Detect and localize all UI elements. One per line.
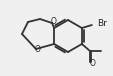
Text: O: O [34, 46, 40, 54]
Text: O: O [50, 17, 56, 27]
Text: O: O [89, 60, 95, 68]
Text: Br: Br [96, 20, 106, 28]
